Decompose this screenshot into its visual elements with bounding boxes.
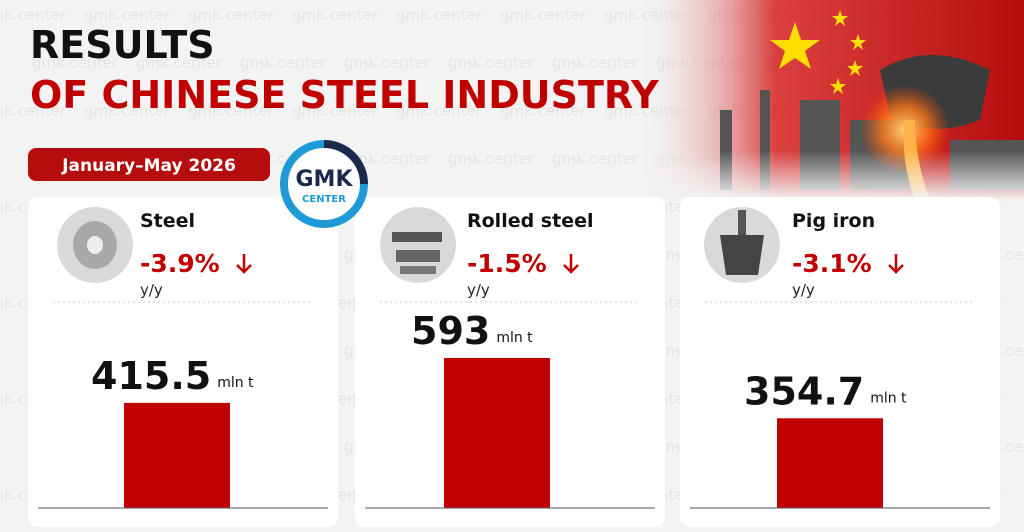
- watermark: gmk.center: [0, 102, 67, 120]
- change-label: -3.9%: [140, 249, 220, 278]
- category-label: Steel: [140, 210, 195, 232]
- logo: GMK CENTER: [280, 140, 368, 228]
- bar: [124, 402, 230, 508]
- value-label: 415.5: [91, 354, 211, 398]
- bar: [444, 358, 550, 508]
- icons: [57, 207, 780, 283]
- change-unit: y/y: [467, 281, 490, 299]
- card: [680, 197, 1000, 527]
- watermark: gmk.center: [448, 150, 535, 168]
- watermark: gmk.center: [344, 150, 431, 168]
- value-unit: mln t: [217, 375, 254, 391]
- watermark: gmk.center: [188, 6, 275, 24]
- watermark: gmk.center: [292, 6, 379, 24]
- watermark: gmk.center: [500, 102, 587, 120]
- watermark: gmk.center: [240, 54, 327, 72]
- title: RESULTS: [30, 23, 215, 67]
- header-image: [640, 0, 1024, 200]
- watermark: gmk.center: [292, 102, 379, 120]
- change-arrow: [563, 254, 579, 274]
- value-unit: mln t: [870, 390, 907, 406]
- watermark: gmk.center: [32, 54, 119, 72]
- category-label: Pig iron: [792, 210, 875, 232]
- logo-text: GMK: [296, 167, 354, 192]
- value-label: 354.7: [744, 369, 864, 413]
- bar: [777, 418, 883, 508]
- watermark: gmk.center: [84, 102, 171, 120]
- change-arrow: [236, 254, 252, 274]
- change-label: -1.5%: [467, 249, 547, 278]
- change-unit: y/y: [140, 281, 163, 299]
- period: January–May 2026: [61, 156, 236, 176]
- watermark: gmk.center: [0, 6, 67, 24]
- category-label: Rolled steel: [467, 210, 594, 232]
- change-arrow: [888, 254, 904, 274]
- watermark: gmk.center: [448, 54, 535, 72]
- watermark: gmk.center: [396, 6, 483, 24]
- watermark: gmk.center: [552, 150, 639, 168]
- watermark: gmk.center: [136, 54, 223, 72]
- period-badge: [28, 148, 270, 181]
- value-label: 593: [411, 309, 490, 353]
- title-line2: OF CHINESE STEEL INDUSTRY: [30, 73, 659, 117]
- change-unit: y/y: [792, 281, 815, 299]
- logo-subtext: CENTER: [302, 194, 346, 205]
- watermark: gmk.center: [396, 102, 483, 120]
- watermark: gmk.center: [344, 54, 431, 72]
- change-label: -3.1%: [792, 249, 872, 278]
- watermark: gmk.center: [552, 54, 639, 72]
- watermark: gmk.center: [188, 102, 275, 120]
- value-unit: mln t: [496, 330, 533, 346]
- watermark: gmk.center: [84, 6, 171, 24]
- watermark: gmk.center: [500, 6, 587, 24]
